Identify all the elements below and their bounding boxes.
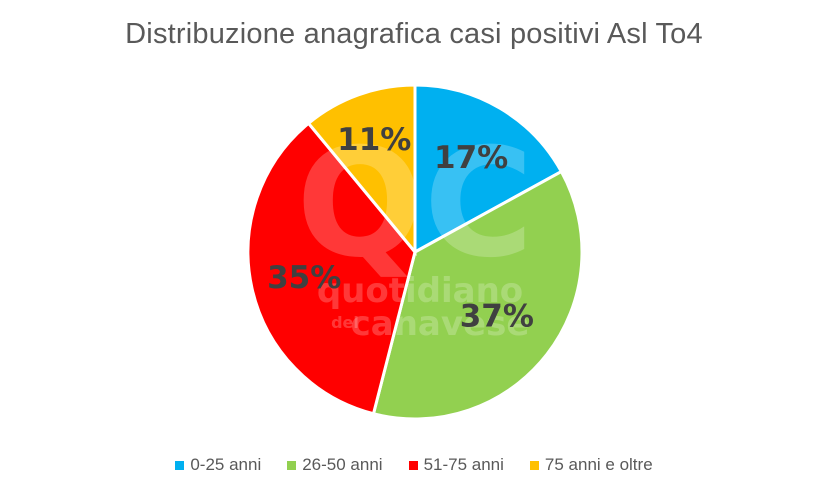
- legend-swatch: [175, 460, 185, 470]
- legend-item-26-50: 26-50 anni: [287, 455, 383, 475]
- pie-slice-75-anni-e-oltre: [306, 83, 417, 257]
- legend-label: 0-25 anni: [190, 455, 262, 474]
- watermark-line1: quotidiano: [317, 271, 523, 311]
- legend-swatch: [529, 460, 539, 470]
- pie-slices: [246, 83, 584, 421]
- chart-legend: 0-25 anni 26-50 anni 51-75 anni 75 anni …: [0, 455, 828, 475]
- slice-label: 17%: [434, 140, 508, 176]
- watermark: QC quotidiano del canavese: [296, 117, 534, 344]
- legend-label: 26-50 anni: [302, 455, 383, 474]
- slice-labels: 17% 37% 35% 11%: [267, 122, 534, 335]
- legend-label: 75 anni e oltre: [544, 455, 653, 474]
- watermark-logo: QC: [296, 117, 534, 291]
- legend-swatch: [408, 460, 418, 470]
- legend-item-0-25: 0-25 anni: [175, 455, 261, 475]
- slice-label: 35%: [267, 260, 341, 296]
- watermark-line2: canavese: [351, 304, 530, 344]
- legend-label: 51-75 anni: [423, 455, 504, 474]
- watermark-line2-prefix: del: [331, 313, 359, 332]
- pie-slice-0-25-anni: [413, 83, 564, 255]
- slice-label: 37%: [460, 298, 534, 334]
- chart-title: Distribuzione anagrafica casi positivi A…: [125, 18, 703, 50]
- legend-item-51-75: 51-75 anni: [408, 455, 504, 475]
- legend-item-75-plus: 75 anni e oltre: [529, 455, 653, 475]
- pie-slice-26-50-anni: [371, 169, 584, 421]
- slice-label: 11%: [337, 122, 411, 158]
- pie-slice-51-75-anni: [246, 121, 417, 416]
- legend-swatch: [287, 460, 297, 470]
